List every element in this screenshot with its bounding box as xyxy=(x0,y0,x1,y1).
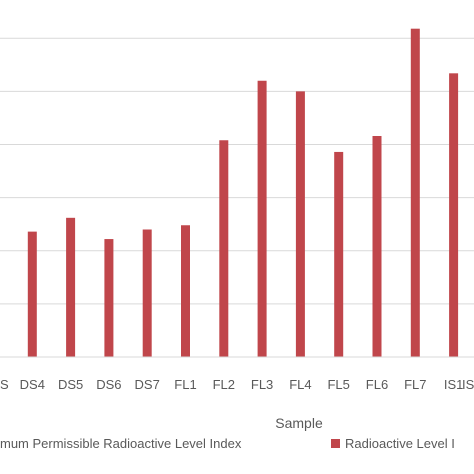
x-tick-label: DS5 xyxy=(58,377,83,392)
x-axis-title: Sample xyxy=(275,415,323,431)
x-tick-label: FL2 xyxy=(213,377,235,392)
x-tick-label: S xyxy=(0,377,9,392)
legend-swatch-radioactive-level xyxy=(331,439,340,448)
bar-fl2 xyxy=(219,140,229,357)
x-tick-label: IS xyxy=(462,377,474,392)
legend: mum Permissible Radioactive Level Index … xyxy=(0,436,455,451)
x-tick-label: FL4 xyxy=(289,377,311,392)
bar-ds4 xyxy=(27,231,37,357)
bar-fl5 xyxy=(334,151,344,357)
x-tick-label: DS6 xyxy=(96,377,121,392)
x-tick-label: FL5 xyxy=(327,377,349,392)
x-tick-label: FL7 xyxy=(404,377,426,392)
bar-fl3 xyxy=(257,80,267,357)
bar-ds5 xyxy=(66,217,76,357)
legend-text-max-permissible: mum Permissible Radioactive Level Index xyxy=(0,436,242,451)
x-tick-label: IS1 xyxy=(444,377,464,392)
bar-fl6 xyxy=(372,136,382,357)
bar-fl7 xyxy=(410,28,420,357)
bar-fl1 xyxy=(181,225,190,357)
bar-ds6 xyxy=(104,239,114,357)
x-tick-label: FL6 xyxy=(366,377,388,392)
x-tick-label: DS7 xyxy=(135,377,160,392)
legend-text-radioactive-level: Radioactive Level I xyxy=(345,436,455,451)
bar-fl4 xyxy=(295,91,305,357)
bar-ds7 xyxy=(142,229,152,357)
x-tick-label: FL3 xyxy=(251,377,273,392)
bar-is1 xyxy=(449,73,459,357)
gridlines xyxy=(0,37,474,305)
bars xyxy=(27,28,459,357)
x-tick-label: FL1 xyxy=(174,377,196,392)
x-tick-label: DS4 xyxy=(20,377,45,392)
